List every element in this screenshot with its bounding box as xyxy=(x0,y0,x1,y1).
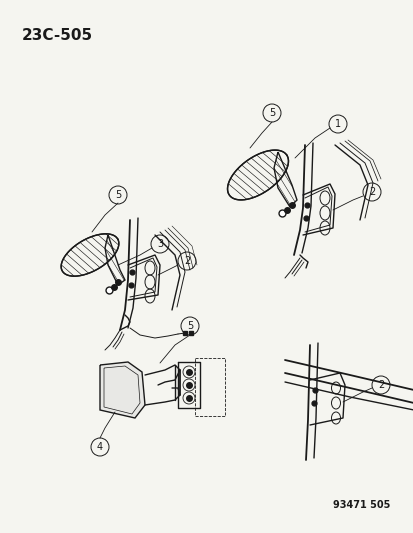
Text: 5: 5 xyxy=(268,108,275,118)
Text: 2: 2 xyxy=(183,256,190,266)
Text: 4: 4 xyxy=(97,442,103,452)
Text: 2: 2 xyxy=(377,380,383,390)
Text: 5: 5 xyxy=(114,190,121,200)
Text: 5: 5 xyxy=(186,321,192,331)
PathPatch shape xyxy=(100,362,145,418)
Text: 3: 3 xyxy=(157,239,163,249)
Text: 23C-505: 23C-505 xyxy=(22,28,93,43)
Bar xyxy=(195,358,224,416)
Text: 1: 1 xyxy=(334,119,340,129)
Text: 2: 2 xyxy=(368,187,374,197)
Text: 93471 505: 93471 505 xyxy=(332,500,389,510)
